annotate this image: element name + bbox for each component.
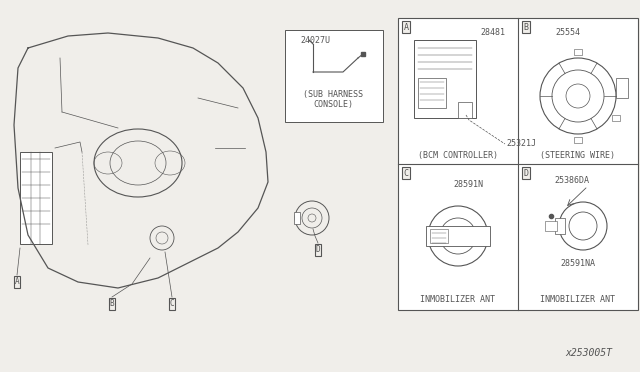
Text: 24027U: 24027U [300,36,330,45]
Bar [294,212,300,224]
Text: 28591N: 28591N [453,180,483,189]
Text: D: D [316,246,320,254]
Text: A: A [403,22,408,32]
Bar [430,229,448,243]
Text: B: B [109,299,115,308]
Text: x253005T: x253005T [565,348,612,358]
Text: (BCM CONTROLLER): (BCM CONTROLLER) [418,151,498,160]
Bar [612,115,620,121]
Bar [285,30,383,122]
Bar [458,102,472,118]
Bar [414,40,476,118]
Text: D: D [524,169,529,177]
Bar [574,137,582,143]
Text: CONSOLE): CONSOLE) [313,100,353,109]
Text: (STEERING WIRE): (STEERING WIRE) [541,151,616,160]
Text: (SUB HARNESS: (SUB HARNESS [303,90,363,99]
Text: C: C [170,299,174,308]
Text: C: C [403,169,408,177]
Bar [398,18,638,310]
Text: 25386DA: 25386DA [554,176,589,185]
Text: B: B [524,22,529,32]
Bar [545,221,557,231]
Bar [418,78,446,108]
Bar [426,226,490,246]
Text: INMOBILIZER ANT: INMOBILIZER ANT [420,295,495,304]
Bar [574,49,582,55]
Bar [555,218,565,234]
Text: A: A [15,278,19,286]
Text: 28481: 28481 [481,28,506,37]
Text: INMOBILIZER ANT: INMOBILIZER ANT [541,295,616,304]
Text: 25321J: 25321J [506,140,536,148]
Text: 25554: 25554 [556,28,580,37]
Text: 28591NA: 28591NA [561,259,595,268]
Bar [20,152,52,244]
Bar [616,78,628,98]
